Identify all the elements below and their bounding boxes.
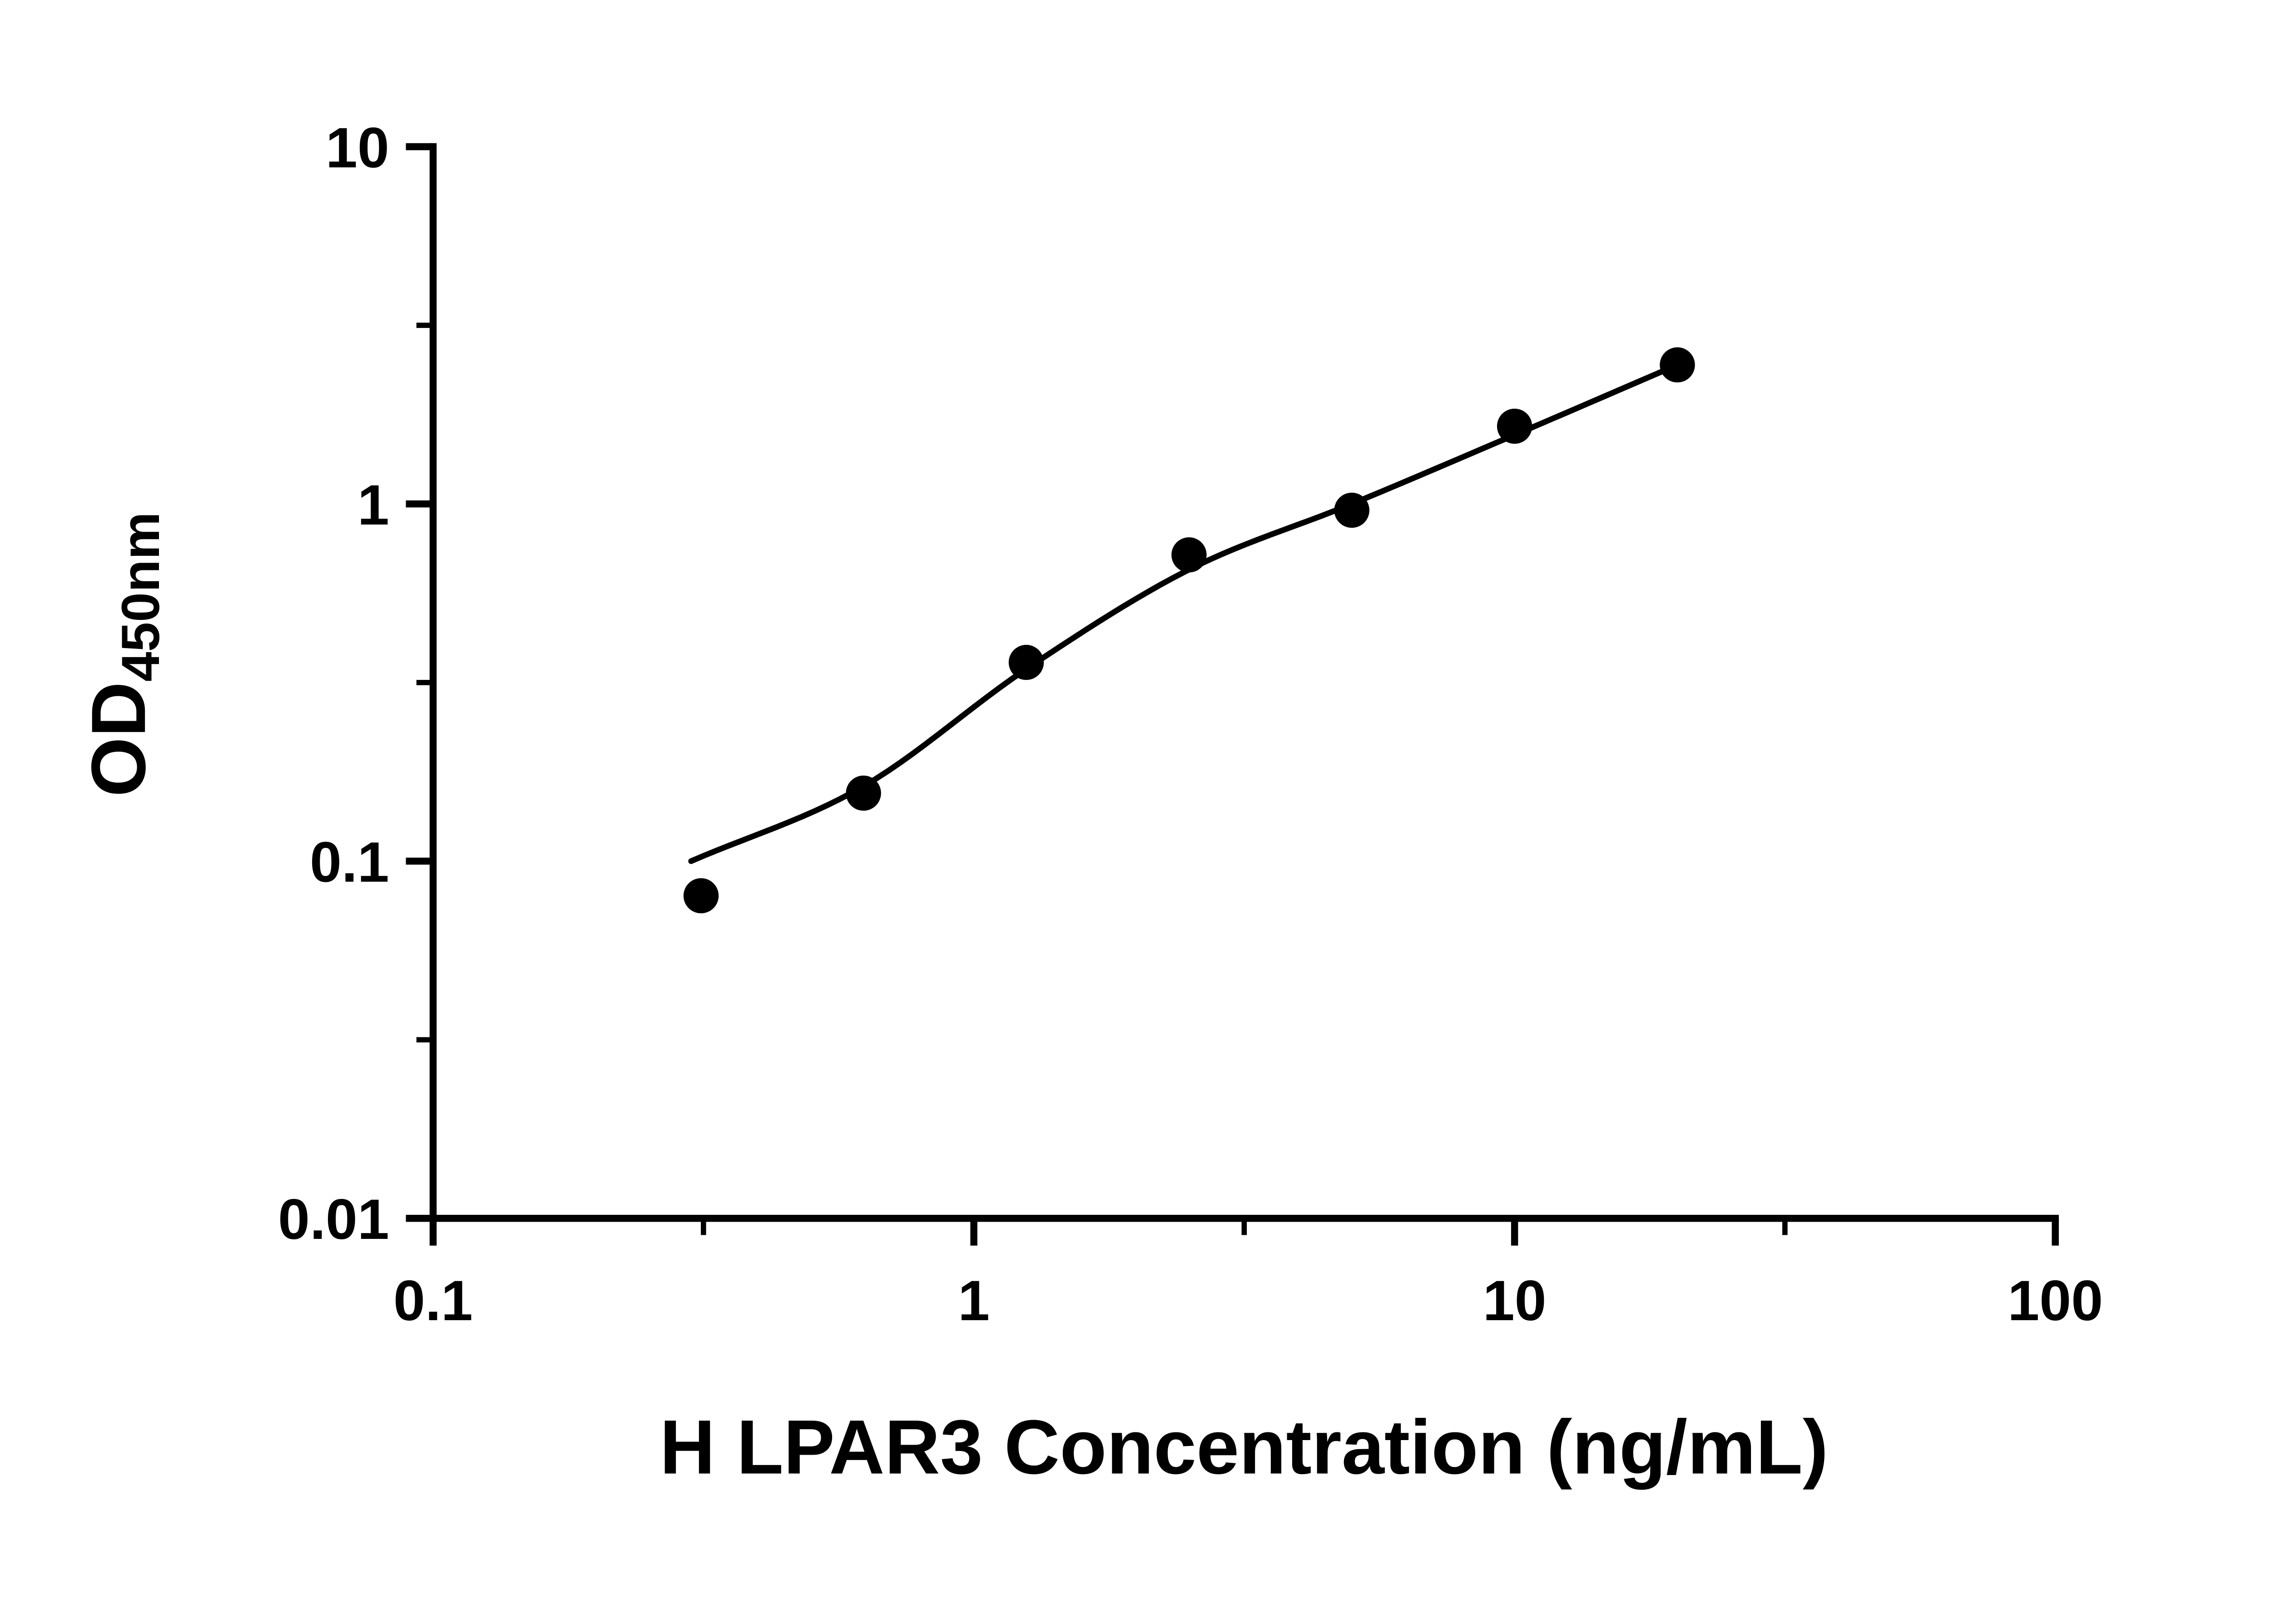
y-tick-label: 10 [326,115,389,179]
x-tick-label: 10 [1483,1268,1547,1332]
x-tick-label: 100 [2008,1268,2103,1332]
data-point [1171,537,1207,573]
y-axis-title-main: OD [75,682,161,797]
x-tick-label: 1 [958,1268,990,1332]
y-tick-label: 0.1 [310,830,389,894]
y-axis-title-subscript: 450nm [111,512,171,682]
y-tick-label: 1 [357,473,389,537]
y-axis-title: OD450nm [75,512,171,797]
elisa-standard-curve-figure: 0.01 0.1 1 10 0.1 1 10 100 H LPAR3 Concentratio… [75,115,2103,1490]
x-tick-label: 0.1 [393,1268,473,1332]
y-tick-label: 0.01 [278,1187,389,1251]
data-point [683,878,719,914]
fit-curve [688,362,1681,864]
data-point [846,775,881,811]
x-axis-title: H LPAR3 Concentration (ng/mL) [659,1404,1828,1490]
data-point [1660,347,1695,383]
data-point [1497,408,1532,444]
data-point [1334,492,1369,528]
data-point [1008,644,1044,680]
